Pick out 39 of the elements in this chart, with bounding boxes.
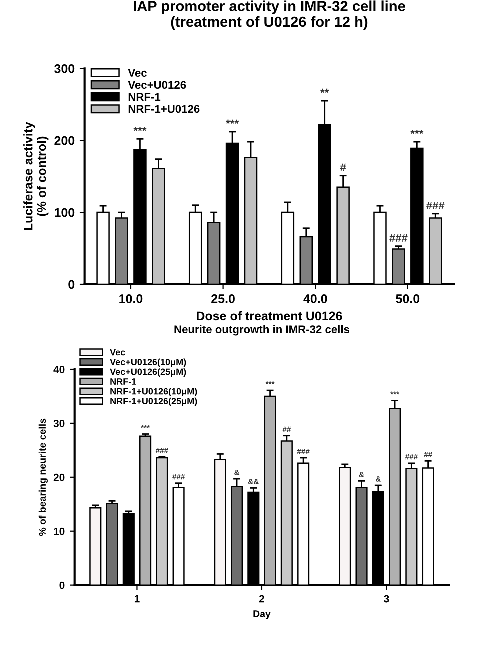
data-label: # [340, 164, 346, 172]
x-tick-label: 10.0 [120, 294, 143, 304]
y-tick-label: 0 [68, 280, 75, 290]
legend-label: Vec [128, 69, 147, 78]
y-tick-label: 40 [54, 366, 65, 374]
x-tick-label: 2 [259, 595, 264, 603]
data-label: ### [390, 234, 408, 242]
chart-title: IAP promoter activity in IMR-32 cell line (treatment of U0126 for 12 h) [134, 0, 406, 30]
data-label: *** [226, 120, 240, 124]
y-tick-label: 30 [54, 420, 65, 428]
y-tick-label: 100 [55, 208, 75, 218]
legend-label: Vec+U0126 [128, 81, 186, 90]
x-tick-label: 3 [384, 595, 390, 603]
legend-label: NRF-1+U0126 [128, 105, 200, 114]
y-tick-label: 300 [54, 64, 75, 74]
x-axis-title: Dose of treatment U0126 [197, 311, 342, 321]
legend-label: Vec [110, 349, 126, 356]
y-tick-label: 0 [60, 582, 65, 590]
legend-label: NRF-1+U0126(10μM) [110, 388, 198, 397]
data-label: *** [410, 130, 424, 134]
x-tick-label: 40.0 [304, 294, 328, 304]
x-axis-title: Day [254, 610, 271, 620]
x-tick-label: 25.0 [212, 294, 235, 304]
y-tick-label: 10 [54, 528, 65, 536]
x-tick-label: 1 [134, 595, 140, 603]
y-tick-label: 200 [54, 136, 75, 146]
legend-label: NRF-1+U0126(25μM) [110, 398, 198, 406]
y-axis-title: % of bearing neurite cells [38, 418, 48, 536]
data-label: ** [320, 88, 330, 94]
legend-label: NRF-1 [110, 378, 136, 385]
y-axis-title: Luciferase activity (% of control) [24, 122, 49, 230]
x-tick-label: 50.0 [396, 294, 420, 304]
chart-title: Neurite outgrowth in IMR-32 cells [174, 325, 350, 336]
legend-label: Vec+U0126(10μM) [110, 358, 186, 368]
legend-label: NRF-1 [128, 93, 161, 101]
legend-label: Vec+U0126(25μM) [110, 368, 186, 377]
data-label: ### [426, 202, 445, 210]
data-label: *** [134, 127, 147, 132]
y-tick-label: 20 [54, 474, 65, 482]
